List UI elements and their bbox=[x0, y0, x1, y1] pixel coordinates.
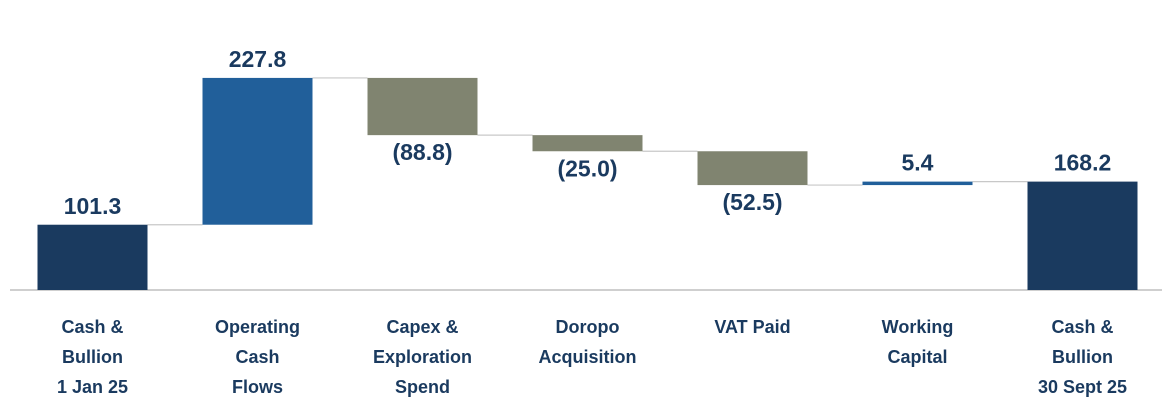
x-tick-label: Doropo bbox=[556, 317, 620, 337]
x-tick-label: Flows bbox=[232, 377, 283, 397]
x-tick-label: Capex & bbox=[386, 317, 458, 337]
bar bbox=[862, 181, 973, 186]
x-tick-label: 1 Jan 25 bbox=[57, 377, 128, 397]
x-tick-label: Bullion bbox=[1052, 347, 1113, 367]
bar bbox=[697, 151, 808, 186]
x-tick-label: Acquisition bbox=[539, 347, 637, 367]
x-tick-label: Working bbox=[882, 317, 954, 337]
x-tick-label: Cash & bbox=[61, 317, 123, 337]
bar bbox=[37, 224, 148, 290]
bar bbox=[202, 77, 313, 225]
x-tick-label: Cash & bbox=[1051, 317, 1113, 337]
bar bbox=[1027, 181, 1138, 290]
value-label: 5.4 bbox=[902, 150, 934, 176]
x-tick-label: VAT Paid bbox=[714, 317, 790, 337]
value-label: (25.0) bbox=[557, 155, 617, 181]
x-tick-label: Cash bbox=[235, 347, 279, 367]
value-label: 101.3 bbox=[64, 193, 122, 219]
bar bbox=[532, 135, 643, 152]
x-tick-label: 30 Sept 25 bbox=[1038, 377, 1127, 397]
value-label: (52.5) bbox=[722, 189, 782, 215]
x-tick-label: Exploration bbox=[373, 347, 472, 367]
value-label: (88.8) bbox=[392, 139, 452, 165]
value-label: 168.2 bbox=[1054, 150, 1112, 176]
x-tick-label: Bullion bbox=[62, 347, 123, 367]
x-tick-label: Spend bbox=[395, 377, 450, 397]
x-tick-label: Operating bbox=[215, 317, 300, 337]
x-tick-label: Capital bbox=[887, 347, 947, 367]
value-label: 227.8 bbox=[229, 46, 287, 72]
bar bbox=[367, 77, 478, 136]
